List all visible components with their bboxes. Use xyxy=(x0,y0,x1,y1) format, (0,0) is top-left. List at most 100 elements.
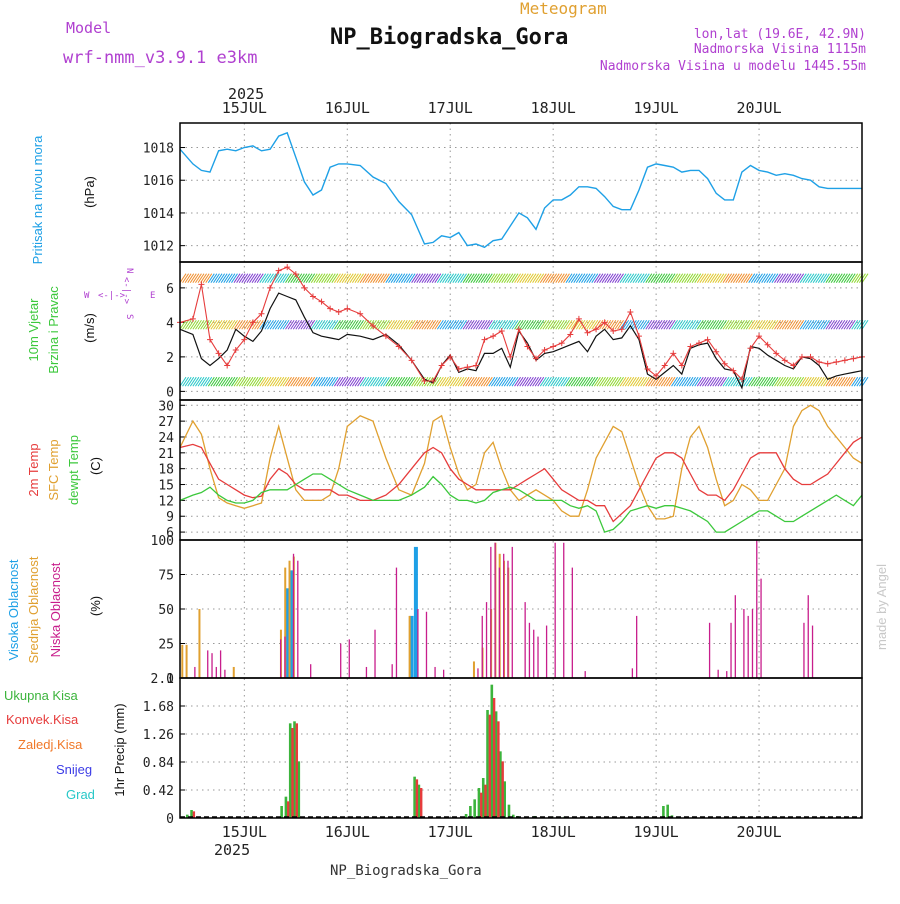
y-tick-label: 50 xyxy=(158,603,174,618)
wind-barb xyxy=(658,273,666,283)
wind-barb xyxy=(429,319,437,330)
cloud-bar xyxy=(498,567,501,678)
wind-barb xyxy=(815,376,823,387)
wind-barb xyxy=(333,376,341,387)
cloud-panel: Visoka Oblacnost Srednja Oblacnost Niska… xyxy=(6,534,814,687)
wind-barb xyxy=(686,376,694,387)
wind-barb xyxy=(735,273,743,283)
wind-ylabel-main: 10m Vjetar xyxy=(26,298,41,362)
wind-barb xyxy=(189,273,197,283)
wind-barb xyxy=(346,319,354,330)
wind-barb xyxy=(346,376,354,387)
wind-barb xyxy=(586,376,594,387)
wind-barb xyxy=(377,376,385,387)
wind-gust-marker xyxy=(558,340,565,347)
wind-barb xyxy=(195,319,202,330)
cloud-bar xyxy=(803,622,805,678)
wind-barb xyxy=(506,319,514,330)
wind-barb xyxy=(364,273,372,283)
wind-gust-marker xyxy=(661,362,668,369)
y-tick-label: 9 xyxy=(166,510,174,525)
precip-panel: Ukupna Kisa Konvek.Kisa Zaledj.Kisa Snij… xyxy=(4,672,862,827)
wind-barb xyxy=(308,376,316,387)
y-tick-label: 0 xyxy=(166,672,174,687)
wind-barb xyxy=(709,376,717,387)
wind-barb xyxy=(220,376,228,387)
precip-total-label: Ukupna Kisa xyxy=(4,688,78,703)
lonlat-label: lon,lat (19.6E, 42.9N) xyxy=(694,27,866,42)
wind-barb xyxy=(601,376,609,387)
wind-gust-marker xyxy=(644,365,651,372)
precip-total-bar xyxy=(288,723,292,818)
wind-barb xyxy=(274,376,282,387)
cloud-bar xyxy=(730,622,732,678)
precip-total-bar xyxy=(511,814,515,818)
precip-total-bar xyxy=(469,806,472,818)
cloud-bar xyxy=(395,567,398,678)
wind-barb xyxy=(720,319,727,330)
wind-barb xyxy=(447,319,455,330)
wind-barb xyxy=(261,376,269,387)
wind-barb xyxy=(254,273,262,283)
wind-barb xyxy=(771,376,779,387)
wind-barb xyxy=(673,273,681,283)
wind-barb xyxy=(195,273,202,283)
wind-barb xyxy=(328,273,336,283)
wind-barb xyxy=(560,273,568,283)
wind-barb xyxy=(565,319,573,330)
wind-barb xyxy=(372,376,380,387)
wind-barb xyxy=(388,273,395,283)
wind-barb xyxy=(828,273,835,283)
wind-barb xyxy=(429,273,437,283)
wind-barb xyxy=(660,319,668,330)
precip-total-bar xyxy=(280,806,283,818)
wind-barb xyxy=(838,319,846,330)
wind-barb xyxy=(784,319,792,330)
wind-barb xyxy=(480,319,488,330)
cloud-bar xyxy=(528,622,531,678)
wind-gust-marker xyxy=(816,359,823,366)
precip-bars xyxy=(180,684,862,818)
wind-barb xyxy=(817,273,825,283)
wind-barb xyxy=(470,376,478,387)
wind-barb xyxy=(539,273,547,283)
wind-barb xyxy=(238,376,246,387)
wind-barb xyxy=(241,376,249,387)
wind-barb xyxy=(493,319,501,330)
wind-barb xyxy=(563,376,570,387)
cloud-bar xyxy=(811,625,814,678)
wind-barb xyxy=(326,273,334,283)
wind-barb xyxy=(527,273,534,283)
wind-barb xyxy=(357,376,364,387)
wind-barb xyxy=(315,273,323,283)
cloud-bar xyxy=(760,578,762,678)
wind-barb xyxy=(424,319,431,330)
wind-barb xyxy=(297,273,305,283)
wind-barb xyxy=(781,319,789,330)
cloud-bar xyxy=(340,643,342,678)
wind-barb xyxy=(313,376,321,387)
temp-units: (C) xyxy=(88,457,103,475)
wind-barb xyxy=(519,376,527,387)
wind-barb xyxy=(763,319,771,330)
wind-barb xyxy=(524,273,532,283)
wind-barb xyxy=(210,376,218,387)
cloud-bar xyxy=(185,644,188,678)
wind-barb xyxy=(797,376,805,387)
wind-barb xyxy=(200,319,208,330)
wind-barb xyxy=(238,319,246,330)
wind-gust-marker xyxy=(618,326,625,333)
wind-barb xyxy=(609,319,617,330)
y-tick-label: 100 xyxy=(151,534,174,549)
wind-barb xyxy=(799,376,807,387)
wind-barb xyxy=(516,376,524,387)
wind-barb xyxy=(189,319,197,330)
wind-barb xyxy=(861,273,869,283)
precip-conv-bar xyxy=(415,779,419,818)
wind-gust-marker xyxy=(541,346,548,353)
wind-gust-marker xyxy=(275,267,282,274)
wind-barb xyxy=(197,273,205,283)
wind-barb xyxy=(825,319,833,330)
wind-barb xyxy=(784,376,792,387)
wind-barb xyxy=(686,273,694,283)
